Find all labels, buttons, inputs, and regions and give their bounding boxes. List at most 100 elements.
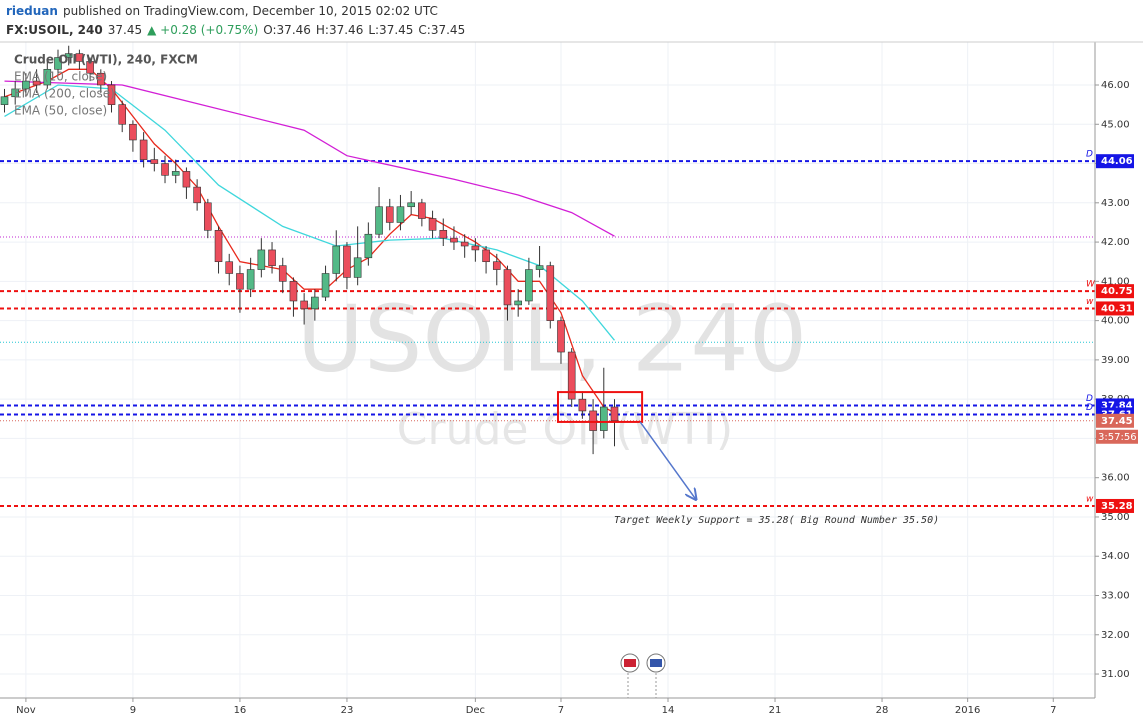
candle-body (557, 320, 565, 353)
x-tick-label: Nov (16, 705, 36, 716)
flag (624, 659, 636, 667)
y-tick-label: 39.00 (1101, 355, 1130, 366)
candle-body (193, 186, 201, 204)
ohlc: O:37.46 (263, 23, 311, 37)
candle-body (482, 249, 490, 263)
level-price-label: 40.75 (1101, 286, 1133, 297)
ohlc: C:37.45 (418, 23, 466, 37)
candle-body (311, 296, 319, 310)
candle-body (257, 249, 266, 270)
y-tick-label: 43.00 (1101, 198, 1130, 209)
y-tick-label: 40.00 (1101, 316, 1130, 327)
author[interactable]: rieduan (6, 4, 58, 18)
x-tick-label: 21 (769, 705, 782, 716)
candle-body (492, 261, 501, 270)
candle-body (418, 202, 426, 219)
candle-body (204, 202, 212, 231)
candle-body (278, 265, 287, 282)
ohlc: H:37.46 (315, 23, 364, 37)
x-tick-label: 28 (876, 705, 889, 716)
y-tick-label: 34.00 (1101, 551, 1130, 562)
x-tick-label: Dec (466, 705, 485, 716)
level-price-box (1096, 301, 1134, 316)
candle-body (385, 206, 394, 223)
candle-body (450, 237, 458, 243)
level-tag: W (1086, 280, 1096, 290)
y-tick-label: 45.00 (1101, 119, 1130, 130)
candle-body (332, 245, 341, 274)
candle-body (396, 206, 405, 223)
level-price-label: 44.06 (1101, 156, 1133, 167)
candle-body (161, 163, 169, 176)
y-tick-label: 46.00 (1101, 80, 1130, 91)
candle-body (64, 53, 73, 58)
candle-body (118, 104, 127, 125)
header-line: rieduan published on TradingView.com, Dec… (6, 2, 470, 21)
candle-body (321, 273, 330, 298)
y-tick-label: 33.00 (1101, 591, 1130, 602)
highlight-box (556, 391, 644, 423)
event-icons (620, 653, 666, 698)
candle-body (343, 245, 351, 278)
countdown-box (1096, 429, 1138, 444)
candle-body (428, 218, 437, 231)
last-price-box (1096, 413, 1134, 428)
candle-body (22, 80, 30, 90)
legend-entry: EMA (200, close) (14, 87, 115, 101)
x-tick-label: 16 (234, 705, 247, 716)
target-arrow (639, 421, 696, 499)
candle-body (246, 269, 255, 290)
candle-body (353, 257, 362, 278)
legend-title: Crude Oil (WTI), 240, FXCM (14, 53, 198, 67)
y-tick-label: 41.00 (1101, 276, 1130, 287)
candle-body (268, 249, 276, 266)
candle-body (364, 233, 373, 259)
candle-body (439, 229, 448, 239)
candle-body (525, 269, 533, 302)
candle-body (578, 398, 587, 412)
flag (650, 659, 662, 667)
candle-body (150, 159, 159, 164)
ohlc: L:37.45 (368, 23, 414, 37)
header: rieduan published on TradingView.com, Dec… (6, 2, 470, 40)
published: published on TradingView.com, December 1… (62, 4, 438, 18)
level-price-box (1096, 284, 1134, 299)
candle-body (86, 61, 94, 74)
candle-body (460, 241, 469, 247)
x-tick-label: 7 (558, 705, 564, 716)
level-price-box (1096, 498, 1134, 513)
candle-body (97, 72, 105, 86)
candle-body (546, 265, 555, 321)
level-price-label: 40.31 (1101, 303, 1133, 314)
annotation: Target Weekly Support = 35.28( Big Round… (614, 515, 939, 526)
candle-body (214, 229, 223, 263)
candle-body (225, 261, 234, 274)
candle-body (589, 410, 597, 431)
candle-body (182, 171, 191, 188)
candle-body (599, 406, 608, 431)
candle-body (300, 300, 308, 310)
candle-body (236, 273, 244, 290)
y-tick-label: 42.00 (1101, 237, 1130, 248)
level-tag: D (1086, 150, 1093, 160)
level-tag: D (1086, 394, 1093, 404)
level-price-label: 35.28 (1101, 501, 1133, 512)
candle-body (32, 80, 41, 86)
x-tick-label: 2016 (955, 705, 980, 716)
candle-body (139, 139, 148, 160)
x-tick-label: 23 (341, 705, 354, 716)
candle-body (407, 202, 415, 208)
candle-body (567, 351, 576, 400)
candle-body (375, 206, 383, 235)
candle-body (471, 245, 480, 251)
symbol: FX:USOIL, 240 (6, 23, 103, 37)
candle-body (0, 96, 9, 105)
candle-body (514, 300, 522, 306)
level-tag: w (1086, 297, 1094, 307)
legend-entry: EMA (50, close) (14, 104, 107, 118)
last-price-label: 37.45 (1101, 416, 1133, 427)
candle-body (75, 53, 84, 62)
candle-body (129, 123, 137, 141)
